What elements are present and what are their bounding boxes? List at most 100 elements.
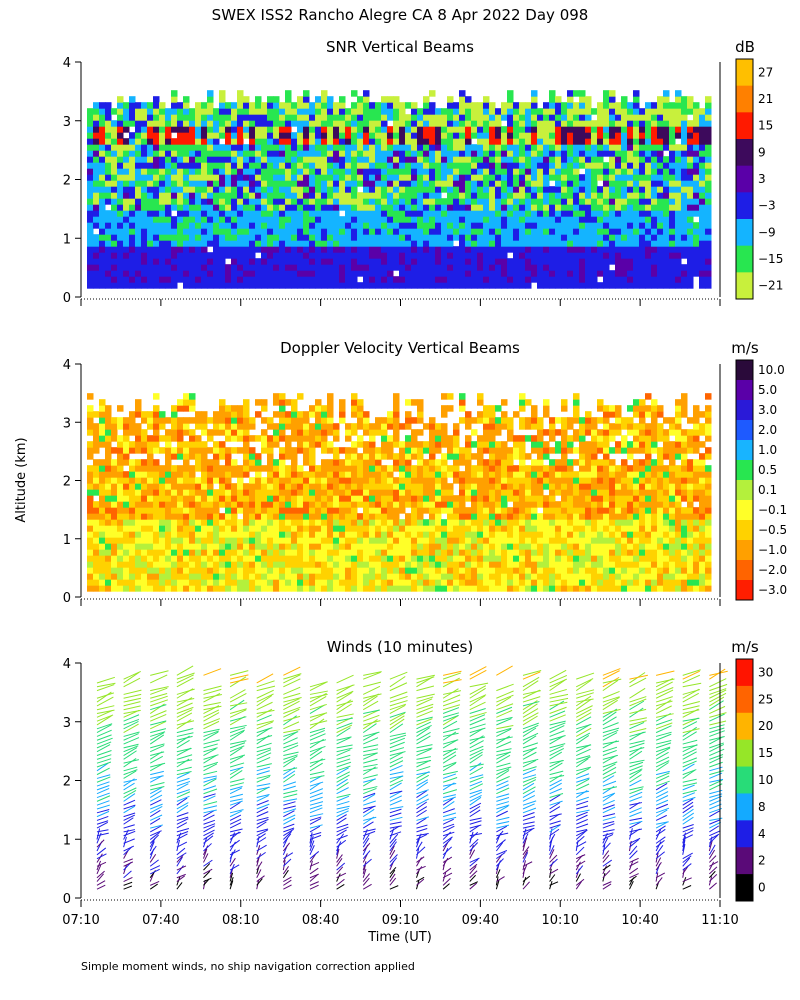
heatmap-cell — [561, 222, 568, 229]
heatmap-cell — [543, 192, 550, 199]
heatmap-cell — [345, 180, 352, 187]
heatmap-cell — [507, 216, 514, 223]
heatmap-cell — [273, 258, 280, 265]
heatmap-cell — [159, 204, 166, 211]
heatmap-cell — [369, 252, 376, 259]
heatmap-cell — [465, 252, 472, 259]
heatmap-cell — [477, 192, 484, 199]
heatmap-cell — [117, 459, 124, 466]
heatmap-cell — [105, 240, 112, 247]
heatmap-cell — [93, 144, 100, 151]
heatmap-cell — [315, 138, 322, 145]
heatmap-cell — [273, 150, 280, 157]
heatmap-cell — [207, 519, 214, 526]
heatmap-cell — [675, 264, 682, 271]
heatmap-cell — [333, 525, 340, 532]
heatmap-cell — [231, 114, 238, 121]
heatmap-cell — [255, 174, 262, 181]
heatmap-cell — [99, 204, 106, 211]
heatmap-cell — [465, 126, 472, 133]
heatmap-cell — [237, 222, 244, 229]
heatmap-cell — [633, 108, 640, 115]
heatmap-cell — [303, 198, 310, 205]
heatmap-cell — [357, 465, 364, 472]
heatmap-cell — [381, 579, 388, 586]
heatmap-cell — [585, 144, 592, 151]
heatmap-cell — [303, 246, 310, 253]
heatmap-cell — [315, 405, 322, 412]
heatmap-cell — [375, 567, 382, 574]
heatmap-cell — [195, 222, 202, 229]
heatmap-cell — [447, 174, 454, 181]
heatmap-cell — [291, 543, 298, 550]
heatmap-cell — [369, 555, 376, 562]
heatmap-cell — [273, 198, 280, 205]
heatmap-cell — [321, 162, 328, 169]
heatmap-cell — [219, 543, 226, 550]
heatmap-cell — [339, 495, 346, 502]
heatmap-cell — [99, 519, 106, 526]
heatmap-cell — [537, 204, 544, 211]
heatmap-cell — [93, 120, 100, 127]
heatmap-cell — [159, 168, 166, 175]
heatmap-cell — [459, 228, 466, 235]
heatmap-cell — [531, 204, 538, 211]
heatmap-cell — [255, 156, 262, 163]
heatmap-cell — [357, 138, 364, 145]
heatmap-cell — [93, 537, 100, 544]
heatmap-cell — [357, 531, 364, 538]
heatmap-cell — [267, 186, 274, 193]
heatmap-cell — [261, 234, 268, 241]
heatmap-cell — [363, 573, 370, 580]
heatmap-cell — [183, 144, 190, 151]
heatmap-cell — [525, 174, 532, 181]
heatmap-cell — [219, 465, 226, 472]
heatmap-cell — [291, 150, 298, 157]
heatmap-cell — [225, 264, 232, 271]
heatmap-cell — [405, 465, 412, 472]
heatmap-cell — [213, 561, 220, 568]
heatmap-cell — [333, 168, 340, 175]
heatmap-cell — [339, 537, 346, 544]
heatmap-cell — [615, 204, 622, 211]
heatmap-cell — [381, 228, 388, 235]
heatmap-cell — [459, 282, 466, 289]
heatmap-cell — [501, 186, 508, 193]
heatmap-cell — [669, 168, 676, 175]
heatmap-cell — [285, 561, 292, 568]
heatmap-cell — [327, 228, 334, 235]
heatmap-cell — [117, 453, 124, 460]
heatmap-cell — [243, 483, 250, 490]
heatmap-cell — [309, 405, 316, 412]
heatmap-cell — [243, 561, 250, 568]
heatmap-cell — [141, 555, 148, 562]
heatmap-cell — [273, 144, 280, 151]
heatmap-cell — [537, 150, 544, 157]
heatmap-cell — [459, 180, 466, 187]
heatmap-cell — [213, 501, 220, 508]
heatmap-cell — [213, 228, 220, 235]
heatmap-cell — [123, 495, 130, 502]
heatmap-cell — [147, 168, 154, 175]
heatmap-cell — [477, 168, 484, 175]
heatmap-cell — [207, 252, 214, 259]
heatmap-cell — [201, 138, 208, 145]
heatmap-cell — [555, 204, 562, 211]
heatmap-cell — [255, 144, 262, 151]
heatmap-cell — [321, 579, 328, 586]
heatmap-cell — [219, 483, 226, 490]
heatmap-cell — [393, 198, 400, 205]
heatmap-cell — [177, 210, 184, 217]
heatmap-cell — [609, 156, 616, 163]
heatmap-cell — [285, 525, 292, 532]
heatmap-cell — [201, 441, 208, 448]
heatmap-cell — [159, 411, 166, 418]
heatmap-cell — [123, 234, 130, 241]
heatmap-cell — [615, 210, 622, 217]
heatmap-cell — [435, 573, 442, 580]
heatmap-cell — [129, 216, 136, 223]
heatmap-cell — [183, 198, 190, 205]
heatmap-cell — [273, 102, 280, 109]
heatmap-cell — [105, 513, 112, 520]
heatmap-cell — [405, 168, 412, 175]
